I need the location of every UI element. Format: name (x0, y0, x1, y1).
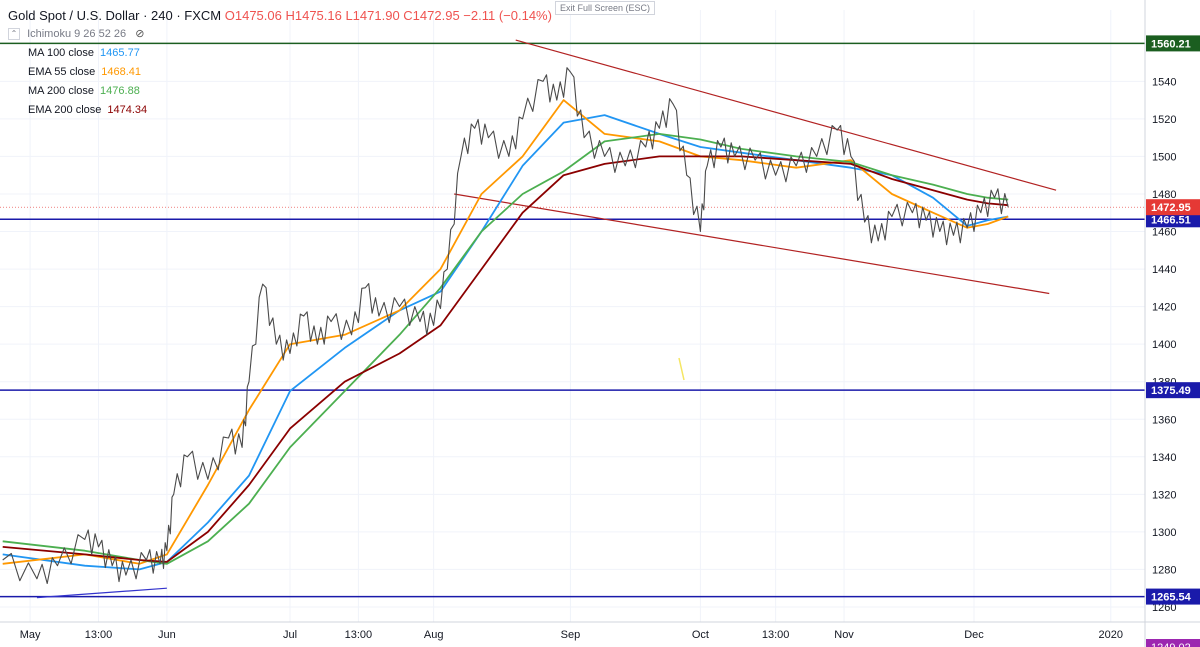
indicator-label: MA 200 close (28, 85, 95, 97)
x-tick-label: 13:00 (345, 629, 373, 641)
partial-price-tag (1146, 639, 1200, 647)
trendline (454, 193, 1050, 295)
level-label: 1265.54 (1151, 592, 1192, 604)
indicator-ema200[interactable]: EMA 200 close 1474.34 (8, 101, 552, 120)
indicator-line (2, 114, 1009, 571)
y-tick-label: 1460 (1152, 227, 1176, 239)
x-tick-label: Dec (964, 629, 984, 641)
indicator-ma200[interactable]: MA 200 close 1476.88 (8, 82, 552, 101)
trendline (36, 587, 167, 599)
x-tick-label: Sep (561, 629, 581, 641)
indicator-value: 1465.77 (100, 47, 140, 59)
level-label: 1375.49 (1151, 385, 1191, 397)
indicator-value: 1474.34 (107, 104, 148, 116)
exit-fullscreen-button[interactable]: Exit Full Screen (ESC) (555, 1, 656, 15)
indicator-value: 1476.88 (100, 85, 140, 97)
price-line (2, 67, 1009, 585)
y-tick-label: 1300 (1152, 527, 1176, 539)
y-tick-label: 1340 (1152, 452, 1176, 464)
ichimoku-row[interactable]: ⌃ Ichimoku 9 26 52 26 ⊘ (8, 25, 552, 44)
y-tick-label: 1540 (1152, 76, 1176, 88)
y-tick-label: 1400 (1152, 339, 1176, 351)
x-tick-label: Nov (834, 629, 854, 641)
chart-grid (0, 10, 1145, 622)
y-tick-label: 1420 (1152, 302, 1176, 314)
x-tick-label: Jun (158, 629, 176, 641)
trendlines (36, 39, 1057, 599)
symbol-title[interactable]: Gold Spot / U.S. Dollar · 240 · FXCM (8, 8, 222, 23)
y-tick-label: 1480 (1152, 189, 1176, 201)
x-tick-label: Jul (283, 629, 297, 641)
y-tick-label: 1280 (1152, 564, 1176, 576)
hidden-eye-icon[interactable]: ⊘ (135, 28, 145, 40)
stray-mark (678, 357, 685, 381)
indicator-ema55[interactable]: EMA 55 close 1468.41 (8, 63, 552, 82)
ichimoku-label: Ichimoku 9 26 52 26 (27, 28, 127, 40)
trendline (515, 39, 1057, 191)
x-tick-label: Aug (424, 629, 444, 641)
y-tick-label: 1260 (1152, 602, 1176, 614)
indicator-label: EMA 55 close (28, 66, 96, 78)
indicator-label: MA 100 close (28, 47, 95, 59)
x-tick-label: 13:00 (762, 629, 790, 641)
x-tick-label: Oct (692, 629, 709, 641)
y-tick-label: 1360 (1152, 414, 1176, 426)
level-label: 1560.21 (1151, 38, 1191, 50)
y-tick-label: 1500 (1152, 151, 1176, 163)
x-tick-label: 13:00 (85, 629, 113, 641)
x-tick-label: May (20, 629, 41, 641)
partial-price-label: 1249.02 (1151, 642, 1191, 647)
x-tick-label: 2020 (1099, 629, 1123, 641)
y-tick-label: 1320 (1152, 489, 1176, 501)
last-price-tag (1146, 199, 1200, 216)
legend-title-row: Gold Spot / U.S. Dollar · 240 · FXCM O14… (8, 6, 552, 25)
level-tag (1146, 382, 1200, 399)
indicator-value: 1468.41 (101, 66, 142, 78)
y-tick-label: 1440 (1152, 264, 1176, 276)
level-tag (1146, 211, 1200, 228)
price-series (2, 67, 1009, 585)
indicator-line (2, 155, 1009, 563)
last-price-label: 1472.95 (1151, 202, 1191, 214)
y-tick-label: 1520 (1152, 114, 1176, 126)
indicator-series (2, 99, 1009, 571)
collapse-icon[interactable]: ⌃ (8, 28, 20, 41)
indicator-ma100[interactable]: MA 100 close 1465.77 (8, 44, 552, 63)
chart-legend: Gold Spot / U.S. Dollar · 240 · FXCM O14… (8, 6, 552, 120)
level-tag (1146, 588, 1200, 605)
indicator-line (2, 133, 1009, 565)
level-label: 1466.51 (1151, 214, 1191, 226)
ohlc-values: O1475.06 H1475.16 L1471.90 C1472.95 −2.1… (224, 8, 552, 23)
indicator-label: EMA 200 close (28, 104, 102, 116)
indicator-line (2, 99, 1009, 565)
level-tag (1146, 35, 1200, 52)
horizontal-levels (0, 42, 1145, 598)
